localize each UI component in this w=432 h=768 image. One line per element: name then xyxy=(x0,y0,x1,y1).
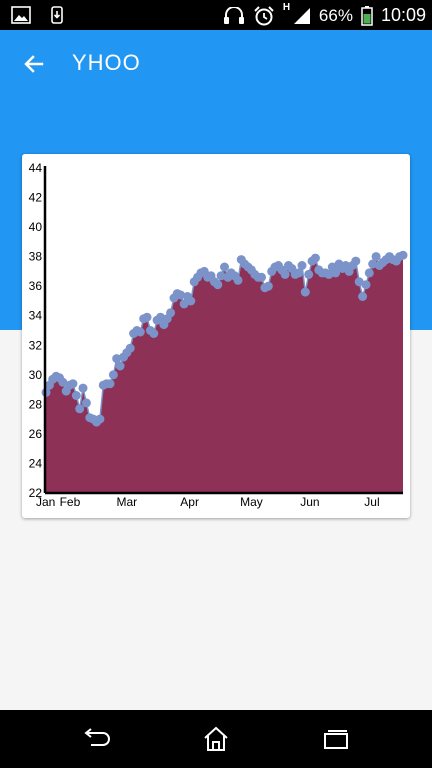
data-point xyxy=(78,383,88,393)
data-point xyxy=(324,269,334,279)
data-point xyxy=(108,370,118,380)
data-point xyxy=(220,262,229,272)
data-point xyxy=(213,280,223,290)
data-point xyxy=(371,252,381,262)
data-point xyxy=(81,398,91,408)
x-tick-label: Jul xyxy=(364,495,379,509)
y-tick-label: 24 xyxy=(29,456,43,470)
data-point xyxy=(166,308,176,318)
x-tick-label: Feb xyxy=(60,495,81,509)
arrow-left-icon xyxy=(24,55,44,73)
nav-back-icon xyxy=(84,728,110,746)
back-button[interactable] xyxy=(16,46,52,82)
clock: 10:09 xyxy=(380,5,426,25)
data-point xyxy=(263,281,273,291)
x-tick-label: May xyxy=(240,495,263,509)
picture-notification-icon xyxy=(10,5,32,25)
x-tick-label: Apr xyxy=(180,495,199,509)
y-tick-label: 40 xyxy=(29,220,43,234)
area-chart: 22 24 26 28 30 32 34 36 38 40 42 44 Jan Feb Mar Apr May J… xyxy=(29,161,408,509)
data-point xyxy=(115,361,125,371)
status-left xyxy=(10,5,68,25)
headset-icon xyxy=(223,6,245,26)
data-point xyxy=(398,250,408,260)
x-tick-label: Mar xyxy=(117,495,138,509)
y-tick-label: 32 xyxy=(29,338,43,352)
data-point xyxy=(75,404,85,414)
alarm-icon xyxy=(253,5,275,26)
data-point xyxy=(95,414,105,424)
nav-recents-button[interactable] xyxy=(316,724,356,754)
data-point xyxy=(257,272,266,282)
data-point xyxy=(364,268,374,278)
data-point xyxy=(105,379,115,389)
y-tick-label: 30 xyxy=(29,368,43,382)
status-right: H 66% 10:09 xyxy=(223,2,426,26)
data-point xyxy=(112,354,122,364)
data-point xyxy=(233,275,243,285)
navigation-bar xyxy=(0,710,432,768)
y-tick-label: 26 xyxy=(29,427,43,441)
y-tick-label: 36 xyxy=(29,279,43,293)
x-tick-label: Jan xyxy=(36,495,55,509)
nav-back-button[interactable] xyxy=(76,724,116,754)
data-point xyxy=(68,379,78,389)
data-point xyxy=(125,343,135,353)
x-tick-label: Jun xyxy=(300,495,319,509)
data-point xyxy=(176,290,186,300)
battery-icon xyxy=(361,5,373,26)
battery-percent: 66% xyxy=(318,5,353,25)
data-point xyxy=(310,253,320,263)
data-point xyxy=(186,296,196,306)
data-point xyxy=(304,269,314,279)
data-point xyxy=(280,269,290,279)
y-tick-label: 22 xyxy=(29,486,43,500)
status-bar: H 66% 10:09 xyxy=(0,0,432,30)
y-tick-label: 34 xyxy=(29,309,43,323)
page-title: YHOO xyxy=(72,50,141,75)
data-point xyxy=(71,391,81,400)
data-point xyxy=(58,377,68,387)
recents-icon xyxy=(324,730,348,749)
y-tick-label: 42 xyxy=(29,191,43,205)
area-series xyxy=(46,255,403,493)
data-point xyxy=(156,312,165,322)
data-point xyxy=(300,287,310,297)
home-icon xyxy=(204,726,228,751)
data-point xyxy=(358,292,368,301)
data-point xyxy=(361,280,371,290)
network-type: H xyxy=(282,1,291,13)
y-tick-label: 44 xyxy=(29,161,43,175)
data-point xyxy=(216,271,226,281)
nav-home-button[interactable] xyxy=(196,724,236,754)
data-point xyxy=(135,327,145,337)
data-point xyxy=(297,261,307,270)
signal-icon: H xyxy=(283,2,311,26)
data-point xyxy=(351,256,361,266)
chart-card: 22 24 26 28 30 32 34 36 38 40 42 44 Jan Feb Mar Apr May J… xyxy=(22,154,410,518)
y-tick-label: 38 xyxy=(29,250,43,264)
data-point xyxy=(368,259,378,269)
data-point xyxy=(294,268,304,278)
data-point xyxy=(142,312,152,322)
download-notification-icon xyxy=(46,5,68,25)
toolbar: YHOO xyxy=(0,30,432,100)
y-tick-label: 28 xyxy=(29,397,43,411)
data-point xyxy=(354,277,364,287)
data-point xyxy=(149,329,159,338)
data-point xyxy=(331,268,341,278)
